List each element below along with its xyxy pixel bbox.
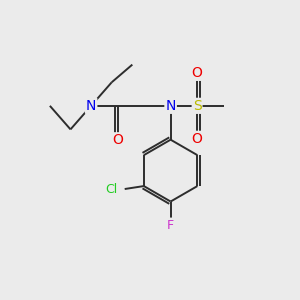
Text: N: N (165, 99, 176, 113)
Text: O: O (192, 132, 203, 146)
Text: Cl: Cl (105, 182, 117, 196)
Text: O: O (192, 66, 203, 80)
Text: S: S (193, 99, 202, 113)
Text: F: F (167, 219, 174, 232)
Text: N: N (86, 99, 96, 113)
Text: O: O (112, 133, 123, 147)
